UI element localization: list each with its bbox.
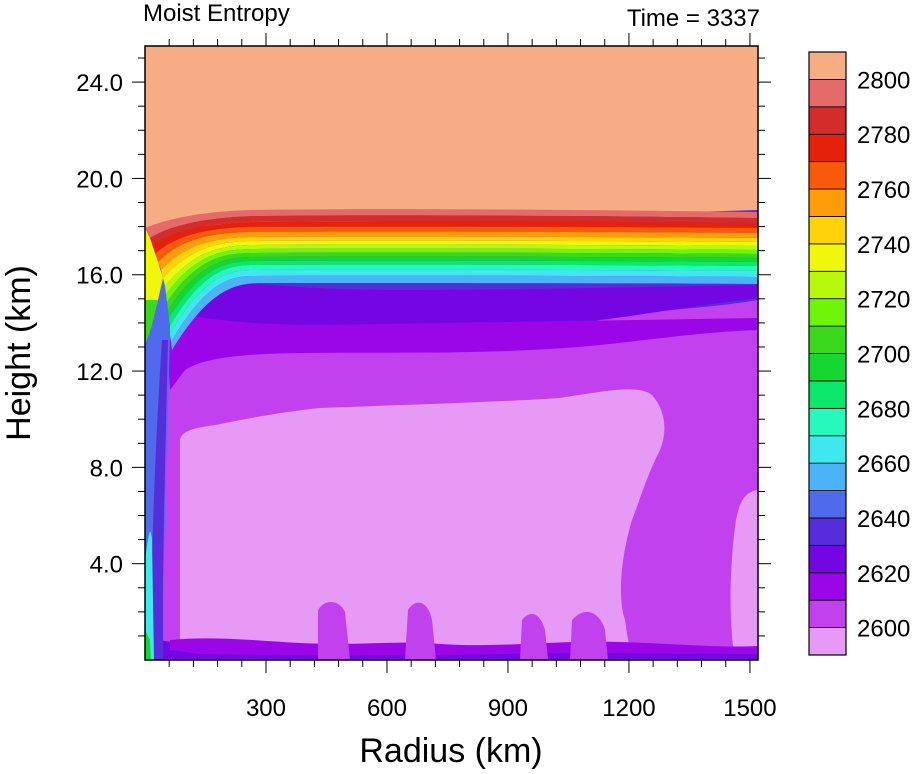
y-tick-label: 24.0 bbox=[76, 70, 123, 97]
colorbar-swatch bbox=[808, 627, 847, 656]
colorbar-swatch bbox=[808, 188, 847, 217]
colorbar-swatch bbox=[808, 298, 847, 327]
eye-cyan bbox=[145, 531, 154, 660]
colorbar-swatch bbox=[808, 599, 847, 628]
colorbar-label: 2620 bbox=[857, 561, 910, 588]
colorbar-swatch bbox=[808, 216, 847, 245]
band-2730 bbox=[163, 240, 758, 286]
eye-green bbox=[145, 630, 151, 660]
x-tick-label: 600 bbox=[367, 695, 407, 722]
colorbar-frame bbox=[808, 51, 847, 656]
colorbar-swatch bbox=[808, 51, 847, 80]
band-2710 bbox=[166, 248, 758, 302]
colorbar-swatch bbox=[808, 407, 847, 437]
y-tick-label: 20.0 bbox=[76, 166, 123, 193]
colorbar-label: 2600 bbox=[857, 616, 910, 643]
band-2670 bbox=[170, 264, 758, 334]
band-2760 bbox=[155, 226, 758, 262]
colorbar-swatch bbox=[808, 517, 847, 546]
band-2700 bbox=[167, 252, 758, 310]
contour-field bbox=[145, 46, 758, 660]
colorbar-label: 2780 bbox=[857, 122, 910, 149]
chart-title: Moist Entropy bbox=[143, 0, 290, 27]
y-tick-label: 8.0 bbox=[90, 455, 123, 482]
colorbar-swatch bbox=[808, 380, 847, 409]
x-tick-label: 300 bbox=[246, 695, 286, 722]
band-2660 bbox=[170, 269, 758, 342]
band-2690 bbox=[168, 256, 758, 318]
eyewall-inner bbox=[150, 340, 168, 660]
colorbar-label: 2660 bbox=[857, 451, 910, 478]
axes: 300 600 900 1200 1500 4.0 8.0 12.0 16.0 20.0 24.0 bbox=[76, 33, 777, 722]
colorbar-swatch bbox=[808, 490, 847, 519]
plot-frame bbox=[144, 45, 759, 661]
colorbar-swatch bbox=[808, 544, 847, 574]
band-2610-plumes bbox=[318, 601, 608, 660]
colorbar-label: 2800 bbox=[857, 67, 910, 94]
colorbar-label: 2740 bbox=[857, 232, 910, 259]
band-2740 bbox=[161, 236, 758, 278]
band-2650 bbox=[171, 275, 758, 350]
band-2595-minimum bbox=[180, 389, 665, 660]
colorbar-swatch bbox=[808, 79, 847, 108]
colorbar-label: 2720 bbox=[857, 287, 910, 314]
colorbar-label: 2760 bbox=[857, 177, 910, 204]
band-2620-deep bbox=[165, 310, 758, 390]
colorbar-swatch bbox=[808, 435, 847, 464]
y-tick-label: 4.0 bbox=[90, 552, 123, 579]
colorbar-swatch bbox=[808, 161, 847, 190]
colorbar-label: 2700 bbox=[857, 342, 910, 369]
colorbar: 2600 2620 2640 2660 2680 2700 2720 2740 2760 2780… bbox=[808, 51, 910, 656]
colorbar-label: 2680 bbox=[857, 396, 910, 423]
y-tick-label: 16.0 bbox=[76, 263, 123, 290]
colorbar-swatch bbox=[808, 572, 847, 601]
x-tick-label: 1500 bbox=[723, 695, 776, 722]
y-tick-label: 12.0 bbox=[76, 359, 123, 386]
colorbar-swatch bbox=[808, 133, 847, 163]
axis-wedge-green bbox=[145, 300, 158, 345]
band-2780 bbox=[150, 215, 758, 246]
colorbar-swatch bbox=[808, 462, 847, 491]
colorbar-swatch bbox=[808, 325, 847, 354]
colorbar-swatch bbox=[808, 270, 847, 300]
band-2800-top bbox=[145, 46, 758, 228]
x-tick-label: 900 bbox=[488, 695, 528, 722]
band-2790 bbox=[145, 209, 758, 238]
colorbar-swatch bbox=[808, 243, 847, 272]
band-2620-surface bbox=[170, 638, 758, 656]
band-2680 bbox=[169, 260, 758, 326]
y-axis-label: Height (km) bbox=[0, 265, 38, 441]
colorbar-swatch bbox=[808, 106, 847, 135]
band-2595-outer bbox=[730, 490, 758, 660]
colorbar-swatch bbox=[808, 353, 847, 382]
x-axis-label: Radius (km) bbox=[359, 732, 542, 770]
chart-subtitle: Time = 3337 bbox=[627, 5, 760, 32]
band-2720 bbox=[165, 244, 758, 294]
band-2770 bbox=[152, 221, 758, 254]
colorbar-label: 2640 bbox=[857, 506, 910, 533]
band-2750 bbox=[158, 231, 758, 270]
x-tick-label: 1200 bbox=[602, 695, 655, 722]
